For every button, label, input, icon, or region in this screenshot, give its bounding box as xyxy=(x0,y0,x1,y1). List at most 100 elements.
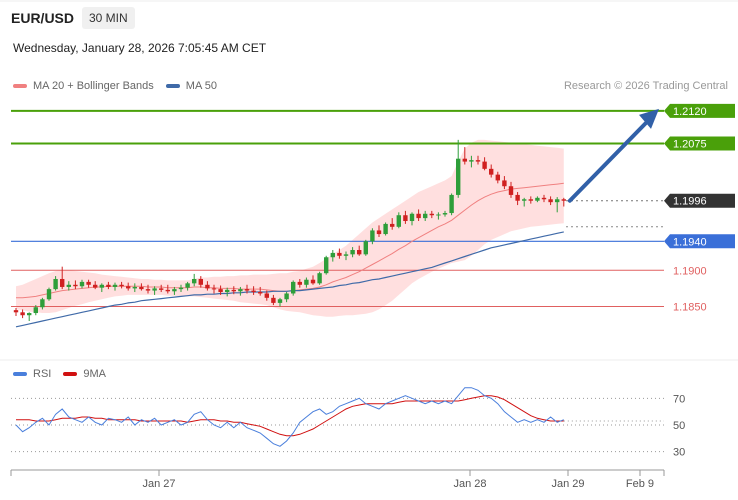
symbol-title: EUR/USD xyxy=(11,10,75,26)
candle-body-27 xyxy=(192,278,197,284)
level-label-1.2120: 1.2120 xyxy=(664,103,735,118)
candle-body-15 xyxy=(112,284,118,287)
candle-body-11 xyxy=(86,281,91,285)
rsi-tick-70: 70 xyxy=(673,393,685,405)
level-text-1.2075: 1.2075 xyxy=(673,138,707,150)
candle-body-50 xyxy=(343,254,349,256)
candle-body-56 xyxy=(383,223,388,235)
candle-body-21 xyxy=(152,288,157,291)
time-label-3: Feb 9 xyxy=(626,478,654,490)
time-label-1: Jan 28 xyxy=(453,478,486,490)
candle-body-32 xyxy=(225,289,230,293)
level-text-1.1850: 1.1850 xyxy=(673,302,707,314)
time-label-2: Jan 29 xyxy=(551,478,584,490)
candle-body-34 xyxy=(238,289,243,292)
rsi-tick-30: 30 xyxy=(673,447,685,459)
level-tag-1.1996 xyxy=(664,193,735,208)
candle-body-2 xyxy=(27,313,32,316)
candle-body-12 xyxy=(93,284,98,288)
candle-body-61 xyxy=(416,213,421,219)
ma50-line xyxy=(15,231,564,328)
time-label-0: Jan 27 xyxy=(142,478,175,490)
candle-body-41 xyxy=(284,293,289,300)
candle-body-36 xyxy=(251,290,256,293)
candle-body-35 xyxy=(244,289,250,291)
candle-body-10 xyxy=(79,281,85,287)
candle-body-28 xyxy=(198,278,203,285)
candle-body-74 xyxy=(502,180,507,187)
legend-ma9-swatch xyxy=(63,372,78,376)
candle-body-26 xyxy=(185,283,190,288)
candle-body-9 xyxy=(73,284,78,287)
candle-body-73 xyxy=(495,174,500,181)
legend-ma20-swatch xyxy=(13,84,27,88)
candle-body-72 xyxy=(489,168,494,175)
candle-body-37 xyxy=(258,292,263,294)
candle-body-48 xyxy=(330,252,335,258)
candle-body-57 xyxy=(390,223,395,227)
candle-body-33 xyxy=(231,289,236,292)
candle-body-42 xyxy=(291,281,296,294)
candle-body-18 xyxy=(132,286,137,289)
ma9-line xyxy=(16,395,564,437)
candle-body-23 xyxy=(165,289,170,292)
candle-body-81 xyxy=(548,199,553,203)
candle-body-46 xyxy=(317,273,322,284)
candle-body-14 xyxy=(106,284,111,287)
candle-body-65 xyxy=(442,213,448,215)
candle-body-43 xyxy=(297,281,302,285)
candle-body-5 xyxy=(46,289,52,300)
candle-body-47 xyxy=(324,257,329,274)
candle-body-77 xyxy=(522,199,527,201)
candle-body-19 xyxy=(139,286,144,290)
level-tag-1.2075 xyxy=(664,136,735,151)
candle-body-16 xyxy=(119,284,124,287)
candle-body-67 xyxy=(456,158,461,195)
candle-body-49 xyxy=(337,252,342,256)
level-label-1.1940: 1.1940 xyxy=(664,234,735,249)
candle-body-29 xyxy=(205,284,210,289)
candle-body-22 xyxy=(159,288,164,290)
candle-body-24 xyxy=(172,289,177,292)
candle-body-25 xyxy=(178,287,184,290)
candle-body-82 xyxy=(555,199,560,203)
candle-body-51 xyxy=(350,250,355,255)
datetime-label: Wednesday, January 28, 2026 7:05:45 AM C… xyxy=(13,41,267,55)
candle-body-39 xyxy=(271,297,276,303)
bollinger-band xyxy=(16,139,564,317)
rsi-tick-50: 50 xyxy=(673,420,685,432)
rsi-legend: RSI 9MA xyxy=(13,368,118,380)
candle-body-45 xyxy=(310,279,316,284)
rsi-line xyxy=(15,387,564,447)
candle-body-55 xyxy=(376,230,382,235)
timeframe-badge[interactable]: 30 MIN xyxy=(82,7,135,29)
candle-body-76 xyxy=(515,194,520,201)
level-text-1.2120: 1.2120 xyxy=(673,106,707,118)
legend-ma20: MA 20 + Bollinger Bands xyxy=(13,80,154,92)
candle-body-66 xyxy=(449,194,454,214)
candle-body-1 xyxy=(20,312,25,316)
candle-body-17 xyxy=(126,286,131,289)
candle-body-30 xyxy=(211,288,217,290)
candle-body-83 xyxy=(561,199,566,201)
level-text-1.1900: 1.1900 xyxy=(673,265,707,277)
candle-body-78 xyxy=(528,199,533,201)
candles xyxy=(13,139,566,322)
level-label-1.2075: 1.2075 xyxy=(664,136,735,151)
candle-body-3 xyxy=(33,307,38,314)
candle-body-58 xyxy=(396,215,401,227)
level-label-1.1996: 1.1996 xyxy=(664,193,735,208)
legend-ma50: MA 50 xyxy=(165,80,217,92)
candle-body-13 xyxy=(99,284,104,288)
legend-ma50-swatch xyxy=(165,84,180,88)
candle-body-68 xyxy=(462,158,467,162)
legend-rsi: RSI xyxy=(13,368,51,380)
level-label-1.1900: 1.1900 xyxy=(673,265,707,277)
projection-arrow-shaft xyxy=(567,119,649,203)
legend-rsi-swatch xyxy=(13,372,27,376)
candle-body-0 xyxy=(13,310,19,313)
level-tag-1.2120 xyxy=(664,103,735,118)
candle-body-4 xyxy=(40,299,45,308)
candle-body-64 xyxy=(436,214,441,216)
